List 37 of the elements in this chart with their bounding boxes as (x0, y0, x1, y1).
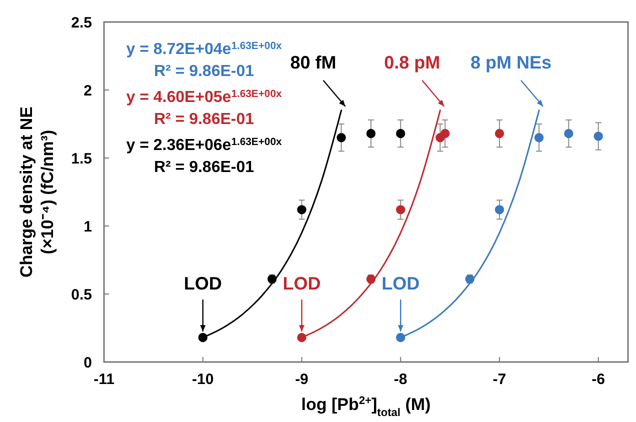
y-tick-label: 2 (84, 82, 92, 100)
x-tick-label: -8 (394, 371, 408, 388)
annotation: y = 2.36E+06e$^{1.63E+00x}$ R² = 9.86E-01 (126, 136, 282, 176)
point (297, 205, 306, 214)
point (564, 128, 574, 138)
x-tick-label: -7 (492, 371, 506, 388)
y-tick-label: 1.5 (71, 150, 92, 168)
point (396, 332, 406, 342)
x-tick-label: -11 (94, 371, 114, 388)
y-axis-title: Charge density at NE (×10⁻⁴) (fC/nm³) (17, 106, 57, 278)
point (494, 128, 504, 138)
point (396, 205, 406, 214)
annotation: LOD (282, 274, 321, 294)
point (297, 332, 306, 342)
annotation: LOD (184, 274, 222, 294)
y-tick-label: 0.5 (71, 286, 92, 304)
point (396, 128, 406, 138)
y-tick-label: 0 (84, 354, 92, 372)
y-tick-label: 1 (84, 218, 92, 236)
point (534, 133, 544, 142)
point (336, 133, 346, 142)
annotation: y = 4.60E+05e$^{1.63E+00x}$ R² = 9.86E-01 (126, 88, 282, 128)
y-tick-label: 2.5 (71, 14, 92, 32)
x-tick-label: -6 (592, 371, 606, 388)
annotation: y = 8.72E+04e$^{1.63E+00x}$ R² = 9.86E-01 (126, 40, 282, 80)
point (198, 332, 208, 342)
annotation: 0.8 pM (384, 52, 440, 72)
point (366, 128, 376, 138)
annotation: 8 pM NEs (470, 52, 552, 72)
x-tick-label: -9 (295, 371, 308, 388)
point (440, 128, 450, 138)
point (494, 205, 504, 214)
annotation: LOD (382, 274, 420, 294)
x-tick-label: -10 (192, 371, 214, 388)
annotation: 80 fM (290, 52, 336, 72)
point (594, 132, 603, 141)
x-axis-title: log [Pb$^{2+}$]$_{total}$ (M) (301, 395, 431, 419)
